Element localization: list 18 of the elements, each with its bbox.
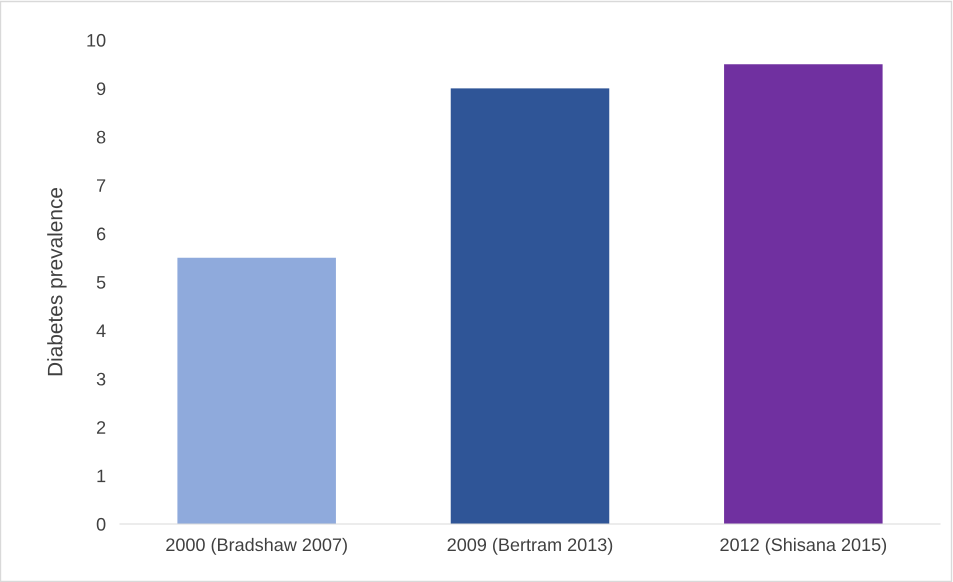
y-tick-label: 4 [96, 324, 106, 337]
x-tick-label: 2012 (Shisana 2015) [720, 538, 886, 555]
y-tick-label: 7 [96, 179, 106, 192]
y-tick-label: 10 [87, 34, 106, 47]
y-tick-label: 0 [96, 518, 106, 531]
y-tick-label: 6 [96, 228, 106, 240]
y-axis-title: Diabetes prevalence [47, 188, 67, 376]
y-tick-label: 8 [96, 130, 106, 144]
y-tick-label: 9 [96, 82, 106, 96]
y-tick-label: 5 [96, 276, 106, 289]
x-tick-label: 2000 (Bradshaw 2007) [166, 538, 347, 555]
y-tick-label: 3 [96, 372, 106, 386]
y-tick-label: 1 [97, 470, 106, 482]
bar [450, 88, 610, 524]
bar [177, 258, 336, 524]
y-tick-label: 2 [96, 421, 106, 434]
x-tick-label: 2009 (Bertram 2013) [448, 538, 612, 555]
bar [724, 64, 883, 524]
